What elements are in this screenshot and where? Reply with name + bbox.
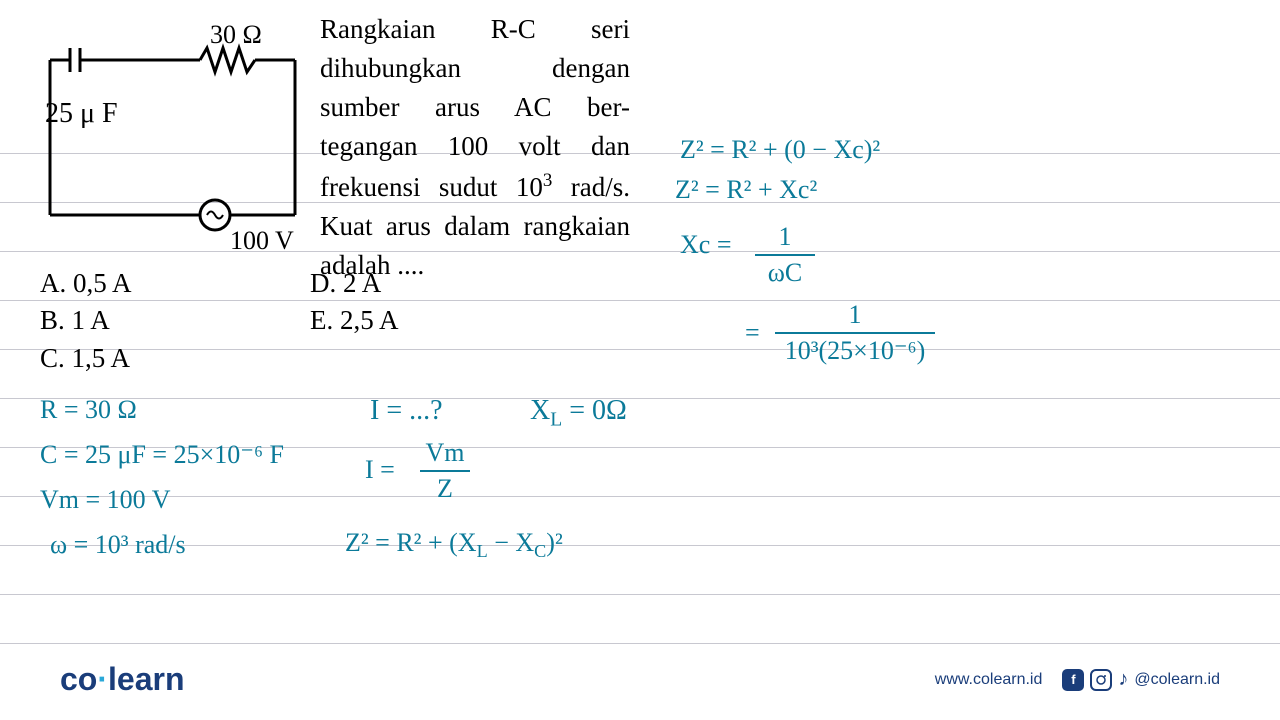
logo-learn: learn [108, 661, 184, 697]
social-icons: f ♪ @colearn.id [1062, 668, 1220, 691]
frac-line-icon [420, 470, 470, 472]
hw-xc-fraction2: 1 10³(25×10⁻⁶) [775, 300, 935, 366]
hw-vm-given: Vm = 100 V [40, 485, 170, 515]
hw-c-given: C = 25 μF = 25×10⁻⁶ F [40, 440, 284, 470]
logo-co: co [60, 661, 97, 697]
hw-xc2-den: 10³(25×10⁻⁶) [785, 336, 926, 365]
facebook-icon: f [1062, 669, 1084, 691]
hw-z-eq1: Z² = R² + (0 − Xc)² [680, 135, 880, 165]
circuit-diagram: 30 Ω 25 μ F 100 V [20, 10, 300, 230]
hw-xc-den: ωC [768, 258, 802, 287]
hw-i-den: Z [437, 474, 453, 503]
colearn-logo: co·learn [60, 661, 184, 698]
footer-url: www.colearn.id [935, 671, 1043, 689]
hw-xc-label: Xc = [680, 230, 731, 260]
hw-i-label: I = [365, 455, 395, 485]
hw-w-given: ω = 10³ rad/s [50, 530, 186, 560]
logo-dot-icon: · [97, 661, 108, 697]
hw-xc-eq: = [745, 318, 760, 348]
hw-i-fraction: Vm Z [420, 438, 470, 504]
hw-xc2-num: 1 [849, 300, 862, 329]
frac-line-icon [755, 254, 815, 256]
tiktok-icon: ♪ [1118, 668, 1128, 691]
hw-i-num: Vm [426, 438, 465, 467]
hw-z2-eq: Z² = R² + (XL − XC)² [345, 528, 563, 562]
option-b: B. 1 A [40, 302, 132, 339]
footer: co·learn www.colearn.id f ♪ @colearn.id [0, 661, 1280, 698]
options-col2: D. 2 A E. 2,5 A [310, 265, 399, 340]
hw-xl-val: XL = 0Ω [530, 395, 627, 432]
frac-line-icon [775, 332, 935, 334]
options-col1: A. 0,5 A B. 1 A C. 1,5 A [40, 265, 132, 377]
circuit-svg [35, 40, 305, 240]
hw-xc-fraction: 1 ωC [755, 222, 815, 288]
hw-xc-num: 1 [779, 222, 792, 251]
option-d: D. 2 A [310, 265, 399, 302]
hw-r-given: R = 30 Ω [40, 395, 137, 425]
footer-right: www.colearn.id f ♪ @colearn.id [935, 668, 1220, 691]
option-a: A. 0,5 A [40, 265, 132, 302]
hw-z-eq2: Z² = R² + Xc² [675, 175, 817, 205]
hw-i-question: I = ...? [370, 395, 443, 427]
problem-text: Rangkaian R-C seri dihubungkan dengan su… [320, 10, 630, 285]
option-e: E. 2,5 A [310, 302, 399, 339]
option-c: C. 1,5 A [40, 340, 132, 377]
footer-handle: @colearn.id [1134, 671, 1220, 689]
instagram-icon [1090, 669, 1112, 691]
